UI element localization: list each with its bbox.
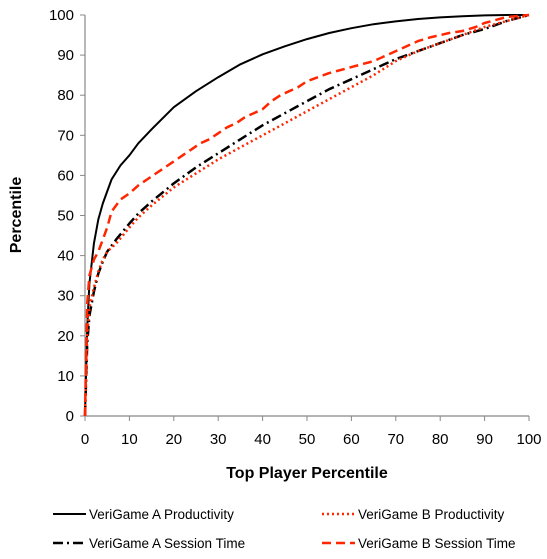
legend-label: VeriGame A Session Time: [89, 536, 245, 551]
x-tick-label: 80: [432, 431, 449, 448]
y-tick-label: 60: [57, 167, 74, 184]
x-tick-label: 40: [254, 431, 271, 448]
x-tick-label: 10: [121, 431, 138, 448]
y-tick-label: 70: [57, 127, 74, 144]
legend-label: VeriGame B Session Time: [358, 536, 516, 551]
x-tick-label: 0: [81, 431, 89, 448]
series-layer: [83, 13, 530, 417]
x-tick-label: 60: [343, 431, 360, 448]
series-line-0: [84, 14, 529, 417]
axes: 0 10 20 30 40 50 60 70 80 90 100 0 10 20 30 40 50 60 70 80 9…: [49, 7, 542, 448]
y-tick-label: 20: [57, 328, 74, 345]
y-tick-label: 40: [57, 248, 74, 265]
series-line-1: [83, 13, 530, 417]
x-tick-label: 90: [476, 431, 493, 448]
x-tick-label: 30: [210, 431, 227, 448]
y-tick-label: 100: [49, 7, 74, 24]
y-axis-title: Percentile: [8, 177, 25, 254]
legend-label: VeriGame A Productivity: [89, 507, 234, 522]
legend: VeriGame A Productivity VeriGame A Sessio…: [53, 507, 516, 551]
x-tick-label: 70: [387, 431, 404, 448]
x-tick-label: 50: [299, 431, 316, 448]
y-tick-label: 50: [57, 208, 74, 225]
y-tick-label: 10: [57, 368, 74, 385]
y-tick-label: 0: [66, 408, 74, 425]
series-line-3: [83, 13, 530, 417]
x-axis-title: Top Player Percentile: [226, 465, 388, 482]
legend-label: VeriGame B Productivity: [358, 507, 505, 522]
y-tick-label: 90: [57, 47, 74, 64]
series-line-2: [83, 13, 530, 417]
x-tick-label: 20: [165, 431, 182, 448]
x-tick-label: 100: [516, 431, 541, 448]
y-tick-label: 80: [57, 87, 74, 104]
y-tick-label: 30: [57, 288, 74, 305]
